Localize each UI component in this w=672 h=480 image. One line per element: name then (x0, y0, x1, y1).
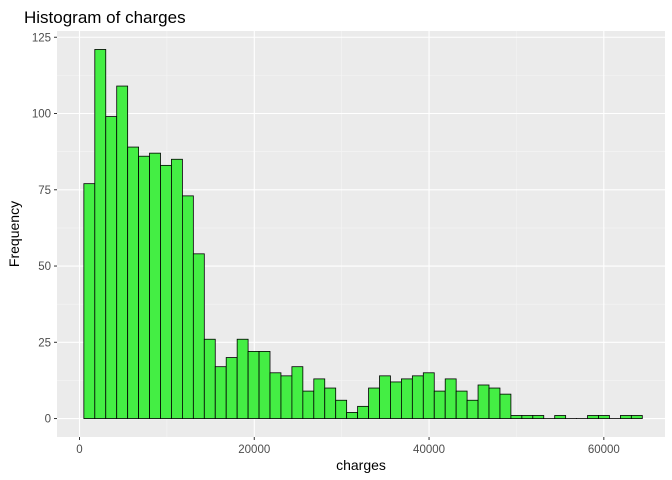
histogram-bar (83, 183, 96, 419)
x-tick-label: 20000 (238, 444, 270, 456)
histogram-bar (258, 351, 271, 419)
histogram-bar (182, 195, 194, 419)
y-axis-title: Frequency (6, 201, 22, 267)
histogram-bar (149, 152, 161, 419)
histogram-bar (269, 372, 282, 419)
y-tick-label: 50 (38, 261, 51, 273)
histogram-bar (105, 116, 118, 419)
x-tick-label: 0 (76, 444, 82, 456)
histogram-bar (302, 390, 315, 419)
x-axis-title: charges (336, 457, 386, 473)
histogram-bar (521, 415, 534, 419)
histogram-bar (313, 378, 326, 419)
histogram-bar (116, 85, 129, 419)
histogram-bar (510, 415, 523, 419)
histogram-bar (214, 366, 227, 419)
histogram-bar (357, 405, 369, 419)
histogram-bar (192, 253, 205, 419)
histogram-bar (411, 375, 424, 419)
histogram-bar (587, 415, 599, 419)
histogram-bar (488, 387, 501, 419)
histogram-bar (368, 387, 380, 419)
x-tick-label: 40000 (413, 444, 445, 456)
y-tick-label: 25 (38, 337, 51, 349)
histogram-bar (390, 381, 402, 419)
histogram-bar (477, 384, 490, 419)
histogram-bar (379, 375, 391, 419)
histogram-bar (598, 415, 610, 419)
histogram-bar (127, 146, 140, 419)
histogram-bar (620, 415, 632, 419)
x-axis: 0 20000 40000 60000 (76, 437, 620, 456)
histogram-bar (280, 375, 293, 419)
y-axis: 0 25 50 75 100 125 (32, 32, 57, 426)
y-tick-label: 125 (32, 32, 51, 44)
histogram-bar (422, 372, 435, 419)
histogram-bar (346, 412, 359, 419)
histogram-bar (554, 415, 567, 419)
y-tick-label: 75 (38, 185, 51, 197)
histogram-bar (433, 390, 446, 419)
histogram-bar (160, 164, 172, 419)
histogram-bar (466, 399, 479, 419)
histogram-bar (138, 155, 150, 419)
histogram-bar (630, 415, 643, 419)
histogram-bar (401, 378, 413, 419)
histogram-bar (225, 357, 238, 419)
histogram-bar (324, 387, 337, 419)
histogram-bar (171, 158, 183, 419)
y-tick-label: 100 (32, 109, 51, 121)
y-tick-label: 0 (45, 414, 51, 426)
histogram-bar (291, 366, 304, 419)
histogram-bar (203, 338, 216, 419)
histogram-bar (532, 415, 545, 419)
histogram-bar (236, 338, 249, 419)
histogram-bar (499, 393, 512, 419)
histogram-bar (455, 390, 468, 419)
histogram-bar (247, 351, 260, 419)
histogram-bars (83, 49, 643, 419)
x-tick-label: 60000 (588, 444, 620, 456)
histogram-bar (444, 378, 457, 419)
histogram-bar (94, 49, 107, 419)
histogram-bar (335, 399, 348, 419)
chart-title: Histogram of charges (24, 8, 186, 27)
